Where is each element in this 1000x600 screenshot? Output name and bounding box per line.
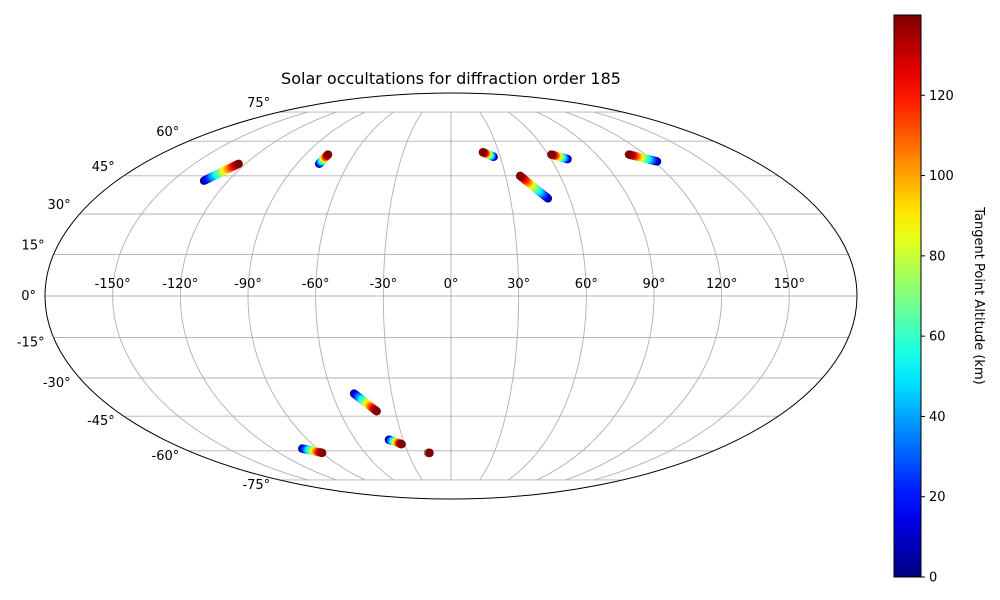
occultation-track (478, 148, 498, 162)
lon-tick-label: 60° (575, 277, 598, 292)
colorbar-tick-label: 100 (929, 169, 954, 184)
lat-tick-label: -30° (43, 376, 71, 391)
occultation-tracks (199, 148, 662, 458)
map-boundary (44, 92, 858, 500)
occultation-track (423, 448, 434, 458)
lat-tick-label: 60° (156, 125, 179, 140)
lat-tick-label: -15° (17, 336, 45, 351)
occultation-track (314, 150, 333, 169)
colorbar-tick-label: 20 (929, 490, 946, 505)
lat-tick-label: 30° (48, 198, 71, 213)
data-point (372, 407, 381, 416)
lon-tick-label: -30° (369, 277, 397, 292)
lat-tick-label: 0° (21, 289, 36, 304)
lon-tick-label: -90° (234, 277, 262, 292)
data-point (478, 148, 488, 157)
occultation-track (349, 389, 381, 416)
data-point (515, 171, 525, 181)
lon-tick-label: 90° (642, 277, 665, 292)
lon-tick-label: -60° (302, 277, 330, 292)
lon-tick-label: -150° (95, 277, 131, 292)
lon-tick-label: 120° (706, 277, 737, 292)
lon-tick-label: 30° (507, 277, 530, 292)
lat-tick-label: -45° (87, 414, 115, 429)
data-point (323, 150, 333, 159)
colorbar: 0 20 40 60 80 100 120 (893, 14, 954, 586)
colorbar-gradient (893, 14, 922, 578)
occultation-track (384, 435, 406, 449)
graticule (45, 111, 857, 481)
occultation-track (624, 150, 662, 166)
occultation-track (298, 444, 327, 458)
occultation-track (199, 159, 243, 185)
lon-tick-label: 150° (774, 277, 805, 292)
colorbar-tick-label: 0 (929, 571, 937, 586)
mollweide-map: -150° -120° -90° -60° -30° 0° 30° 60° 90° 120° 150… (17, 92, 858, 500)
data-point (234, 159, 243, 169)
colorbar-tick-label: 120 (929, 89, 954, 104)
data-point (547, 150, 556, 159)
colorbar-tick-label: 60 (929, 330, 946, 345)
lat-tick-label: 15° (22, 238, 45, 253)
colorbar-tick-label: 40 (929, 410, 946, 425)
occultation-track (547, 150, 572, 164)
data-point (624, 150, 634, 159)
lon-tick-label: 0° (444, 277, 459, 292)
lat-tick-label: 45° (92, 160, 115, 175)
data-point (397, 440, 406, 449)
lat-tick-label: 75° (247, 96, 270, 111)
lat-tick-label: -60° (152, 449, 180, 464)
chart-title: Solar occultations for diffraction order… (281, 69, 621, 88)
data-point (425, 448, 434, 458)
lon-tick-label: -120° (162, 277, 198, 292)
lat-tick-label: -75° (242, 478, 270, 493)
colorbar-label: Tangent Point Altitude (km) (971, 206, 986, 384)
colorbar-tick-label: 80 (929, 249, 946, 264)
data-point (318, 448, 327, 458)
occultation-track (515, 171, 553, 203)
